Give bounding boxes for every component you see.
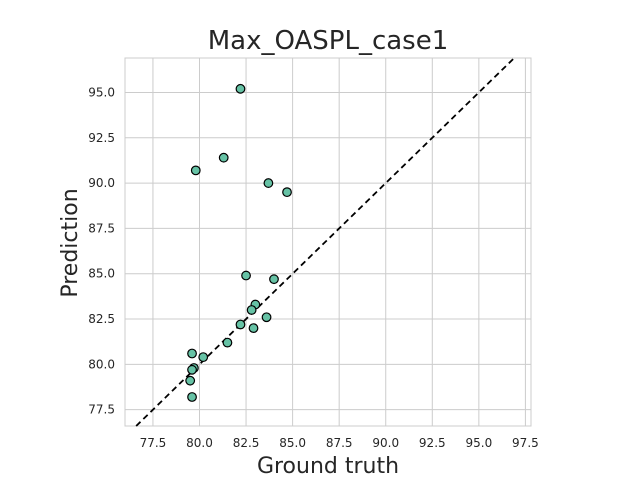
x-tick-label: 80.0 (186, 436, 213, 450)
data-point (198, 352, 209, 363)
x-tick-label: 85.0 (279, 436, 306, 450)
data-point (187, 364, 197, 375)
data-point (263, 178, 274, 188)
y-tick-label: 90.0 (88, 176, 115, 190)
data-points (185, 83, 292, 402)
data-point (261, 312, 272, 323)
data-point (241, 270, 251, 281)
x-tick-label: 87.5 (326, 436, 353, 450)
y-tick-label: 82.5 (88, 312, 115, 326)
chart-title: Max_OASPL_case1 (208, 26, 449, 56)
data-point (246, 305, 257, 315)
data-point (187, 348, 197, 359)
y-tick-label: 95.0 (88, 85, 115, 99)
x-tick-label: 77.5 (140, 436, 167, 450)
data-point (269, 274, 279, 285)
data-point (218, 152, 229, 163)
y-tick-labels: 77.5 80.0 82.5 85.0 87.5 90.0 92.5 95.0 (88, 85, 115, 416)
y-tick-label: 80.0 (88, 357, 115, 371)
data-point (185, 375, 196, 386)
y-tick-label: 87.5 (88, 221, 115, 235)
data-point (235, 319, 246, 330)
x-tick-labels: 77.5 80.0 82.5 85.0 87.5 90.0 92.5 95.0 97.5 (140, 436, 539, 450)
plot-frame (124, 57, 532, 427)
x-tick-label: 90.0 (372, 436, 399, 450)
x-tick-label: 95.0 (465, 436, 492, 450)
data-point (187, 392, 197, 402)
x-tick-label: 97.5 (512, 436, 539, 450)
x-tick-label: 92.5 (419, 436, 446, 450)
data-point (190, 165, 201, 176)
data-point (235, 83, 246, 94)
y-tick-label: 77.5 (88, 403, 115, 417)
y-tick-label: 85.0 (88, 267, 115, 281)
data-point (222, 337, 233, 348)
y-axis-label: Prediction (58, 188, 83, 297)
reference-line-y-equals-x (135, 57, 515, 427)
y-tick-label: 92.5 (88, 131, 115, 145)
data-point (248, 323, 259, 334)
data-point (282, 187, 292, 198)
x-tick-label: 82.5 (233, 436, 260, 450)
x-axis-label: Ground truth (257, 454, 399, 479)
grid (125, 58, 531, 426)
